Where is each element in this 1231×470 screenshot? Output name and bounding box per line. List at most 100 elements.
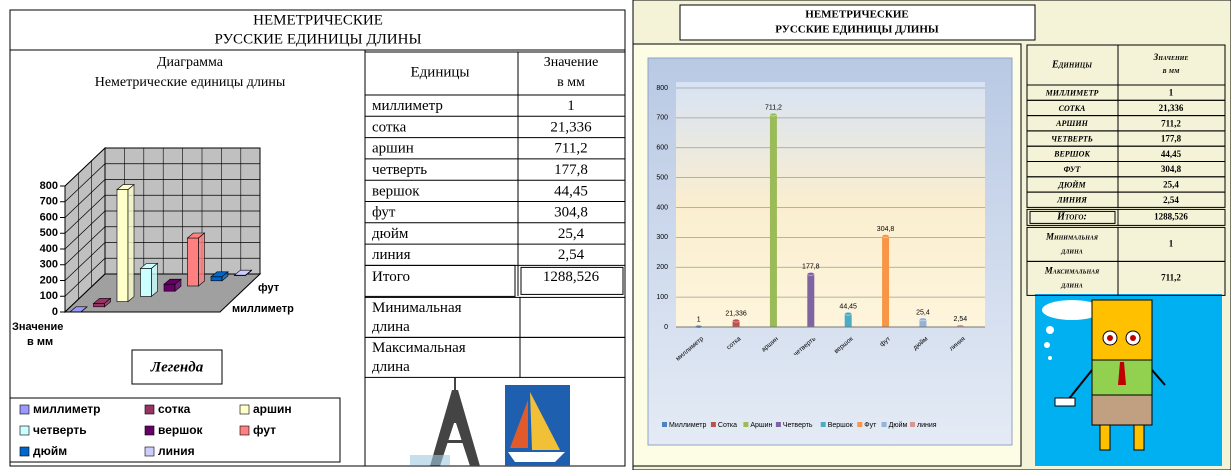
table-cell-text: аршин <box>372 141 414 157</box>
table-cell-text: 304,8 <box>554 205 588 221</box>
legend-label: дюйм <box>33 444 67 458</box>
bar-cap <box>807 272 814 275</box>
y-tick-label: 600 <box>40 211 58 223</box>
table-cell-text: 44,45 <box>554 183 588 199</box>
y-tick-label: 200 <box>656 264 668 271</box>
table-header: Единицы <box>1051 59 1092 70</box>
depth-axis-label: фут <box>258 282 280 294</box>
legend-swatch <box>20 447 29 456</box>
bar-front <box>164 284 175 291</box>
y-tick-label: 800 <box>656 85 668 92</box>
y-tick-label: 700 <box>656 115 668 122</box>
table-max-label: Максимальная <box>372 340 466 356</box>
data-label: 711,2 <box>765 104 782 111</box>
legend-label: Сотка <box>718 422 737 429</box>
data-label: 177,8 <box>802 264 820 271</box>
right-title: НЕМЕТРИЧЕСКИЕ <box>805 9 908 21</box>
bar <box>770 115 777 327</box>
data-label: 1 <box>697 317 701 324</box>
legend-swatch <box>776 422 781 427</box>
axis-label: Значение <box>12 321 63 333</box>
axis-label: в мм <box>27 336 53 348</box>
y-tick-label: 500 <box>40 227 58 239</box>
table-cell-text: четверть <box>372 162 427 178</box>
legend-swatch <box>743 422 748 427</box>
legend-title: Легенда <box>150 359 204 375</box>
bar <box>882 236 889 327</box>
chart-title: Диаграмма <box>157 55 224 70</box>
legend-swatch <box>20 405 29 414</box>
y-tick-label: 0 <box>664 324 668 331</box>
bar-cap <box>882 234 889 237</box>
chart-title: Неметрические единицы длины <box>95 75 286 90</box>
table-cell-text: 177,8 <box>1161 134 1182 144</box>
legend-swatch <box>857 422 862 427</box>
legend-swatch <box>20 426 29 435</box>
bar <box>807 274 814 327</box>
bar-cap <box>770 113 777 116</box>
legend-label: линия <box>917 422 937 429</box>
legend-swatch <box>145 447 154 456</box>
table-cell-text: дюйм <box>372 226 409 242</box>
legend-label: сотка <box>158 402 191 416</box>
table-cell-text: СОТКА <box>1059 104 1086 113</box>
data-label: 304,8 <box>877 226 895 233</box>
table-cell-text: 1 <box>1169 88 1174 98</box>
bar <box>845 314 852 327</box>
bar-side <box>152 263 158 296</box>
table-header: Значение <box>1153 52 1189 62</box>
table-max-label: длина <box>1060 279 1083 289</box>
table-header: в мм <box>557 75 585 90</box>
legend-label: Миллиметр <box>669 422 706 429</box>
table-header: Значение <box>544 55 599 70</box>
y-tick-label: 0 <box>52 306 58 318</box>
table-header: Единицы <box>411 64 470 80</box>
depth-axis-label: миллиметр <box>232 303 294 315</box>
legend-swatch <box>145 426 154 435</box>
y-tick-label: 400 <box>40 243 58 255</box>
legend-label: фут <box>253 423 276 437</box>
legend-label: миллиметр <box>33 402 100 416</box>
bar-front <box>117 190 128 302</box>
table-cell-text: линия <box>372 247 411 263</box>
table-max-value: 711,2 <box>1161 272 1181 282</box>
table-cell-text: 2,54 <box>1163 195 1179 205</box>
data-label: 25,4 <box>916 309 930 316</box>
bar-cap <box>845 312 852 315</box>
data-label: 44,45 <box>839 304 857 311</box>
legend-label: Дюйм <box>889 421 908 429</box>
legend-label: четверть <box>33 423 87 437</box>
table-cell-text: 25,4 <box>558 226 585 242</box>
y-tick-label: 500 <box>656 174 668 181</box>
table-total-label: Итого <box>372 269 410 285</box>
table-cell-text: ЧЕТВЕРТЬ <box>1051 134 1093 143</box>
bar-cap <box>733 319 740 322</box>
y-tick-label: 300 <box>40 259 58 271</box>
left-title: РУССКИЕ ЕДИНИЦЫ ДЛИНЫ <box>214 31 421 47</box>
y-tick-label: 100 <box>656 294 668 301</box>
legend-swatch <box>240 426 249 435</box>
table-cell-text: 711,2 <box>554 141 587 157</box>
table-cell-text: фут <box>372 205 396 221</box>
table-cell-text: АРШИН <box>1055 119 1088 128</box>
table-cell-text: миллиметр <box>372 98 443 114</box>
bar-front <box>141 268 152 296</box>
table-total-value: 1288,526 <box>1154 211 1188 221</box>
screenshot: НЕМЕТРИЧЕСКИЕ РУССКИЕ ЕДИНИЦЫ ДЛИНЫ Диаг… <box>0 0 1231 470</box>
sailboat <box>505 385 570 466</box>
table-cell-text: вершок <box>372 183 420 199</box>
legend-swatch <box>821 422 826 427</box>
y-tick-label: 300 <box>656 234 668 241</box>
legend-label: линия <box>158 444 195 458</box>
table-cell-text: сотка <box>372 119 407 135</box>
legend-swatch <box>910 422 915 427</box>
bar-side <box>199 233 205 286</box>
table-cell-text: 2,54 <box>558 247 585 263</box>
table-cell-text: ВЕРШОК <box>1053 150 1090 159</box>
table-cell-text: 304,8 <box>1161 164 1182 174</box>
table-cell-text: МИЛЛИМЕТР <box>1045 88 1099 97</box>
bar-front <box>188 238 199 286</box>
table-cell-text: 21,336 <box>1159 103 1184 113</box>
data-label: 2,54 <box>954 316 968 323</box>
table-min-label: Минимальная <box>372 300 462 316</box>
